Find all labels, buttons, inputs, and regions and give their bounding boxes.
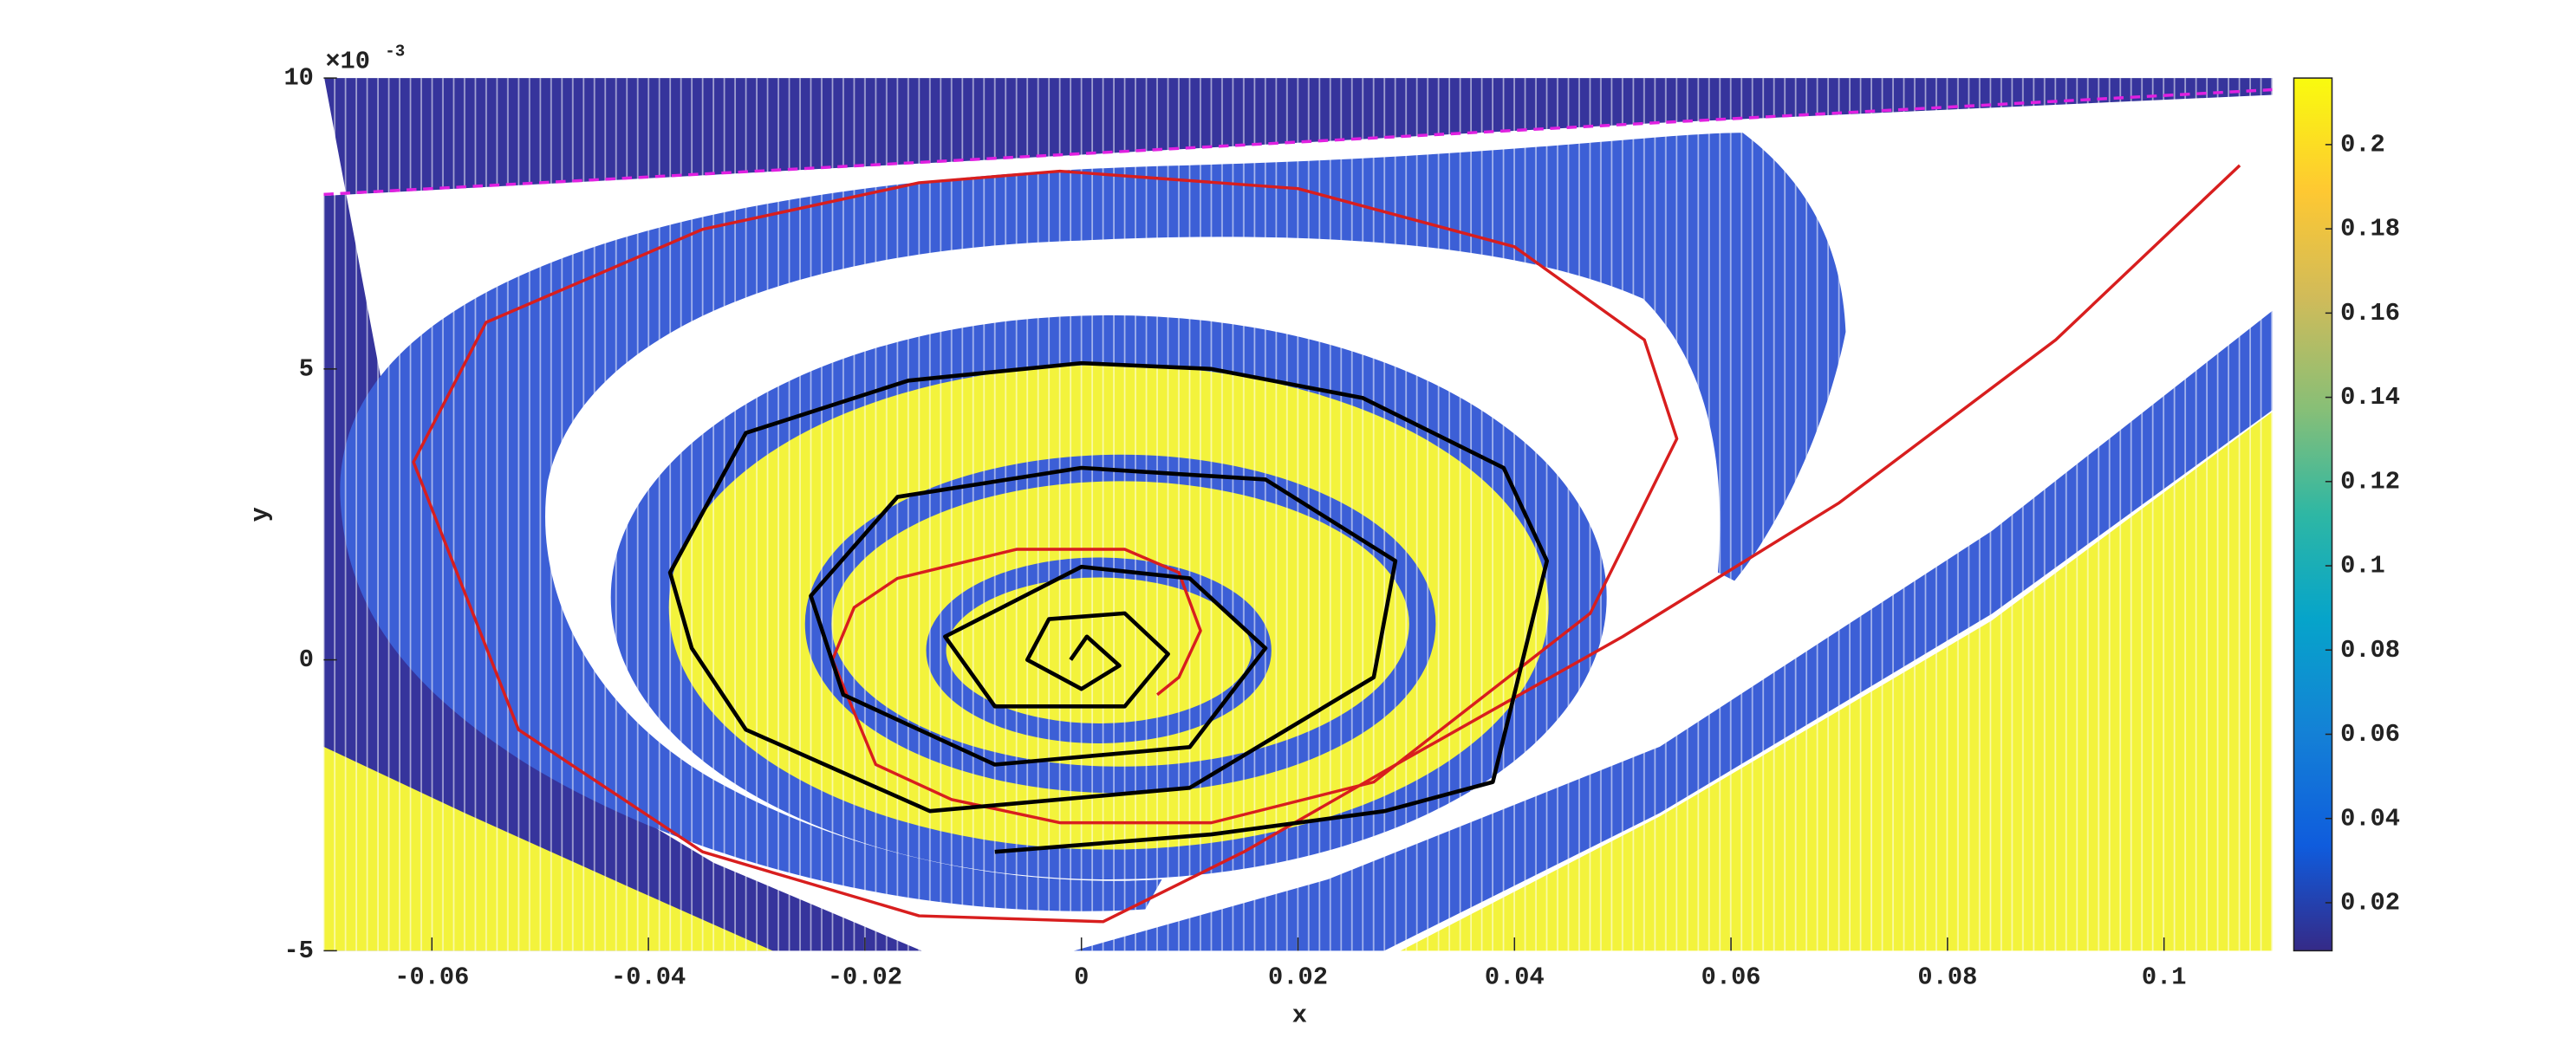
colorbar: [2293, 77, 2333, 952]
x-tick-label: 0.08: [1917, 963, 1977, 992]
x-tick-label: -0.06: [394, 963, 469, 992]
y-tick-label: 0: [299, 645, 314, 674]
colorbar-tick-label: 0.04: [2340, 804, 2400, 833]
stripes: [323, 78, 2273, 951]
y-axis-label: y: [246, 507, 275, 522]
curve: [667, 360, 1550, 854]
colorbar-tick-label: 0.14: [2340, 383, 2400, 412]
x-tick-label: 0.04: [1485, 963, 1545, 992]
colorbar-tick-label: 0.06: [2340, 720, 2400, 749]
x-tick-label: -0.04: [611, 963, 686, 992]
x-tick-label: 0: [1074, 963, 1089, 992]
colorbar-tick-label: 0.08: [2340, 636, 2400, 665]
curves: [323, 88, 2273, 924]
colorbar-tick-label: 0.1: [2340, 552, 2385, 580]
colorbar-tick-label: 0.12: [2340, 467, 2400, 496]
colorbar-tick-label: 0.02: [2340, 889, 2400, 918]
y-tick-label: 10: [283, 64, 313, 93]
colorbar-tick-label: 0.2: [2340, 130, 2385, 159]
curve: [323, 88, 2273, 197]
colorbar-tick-label: 0.18: [2340, 215, 2400, 243]
x-tick-label: 0.1: [2142, 963, 2187, 992]
y-multiplier: ×10: [325, 48, 370, 76]
y-tick-label: 5: [299, 354, 314, 383]
x-tick-label: -0.02: [828, 963, 902, 992]
x-axis-label: x: [1292, 1002, 1307, 1030]
x-tick-label: 0.02: [1268, 963, 1328, 992]
y-tick-label: -5: [283, 937, 313, 965]
curve: [412, 164, 2241, 924]
y-exponent: -3: [385, 42, 405, 62]
colorbar-tick-label: 0.16: [2340, 299, 2400, 327]
x-tick-label: 0.06: [1701, 963, 1761, 992]
field: [323, 78, 2273, 951]
